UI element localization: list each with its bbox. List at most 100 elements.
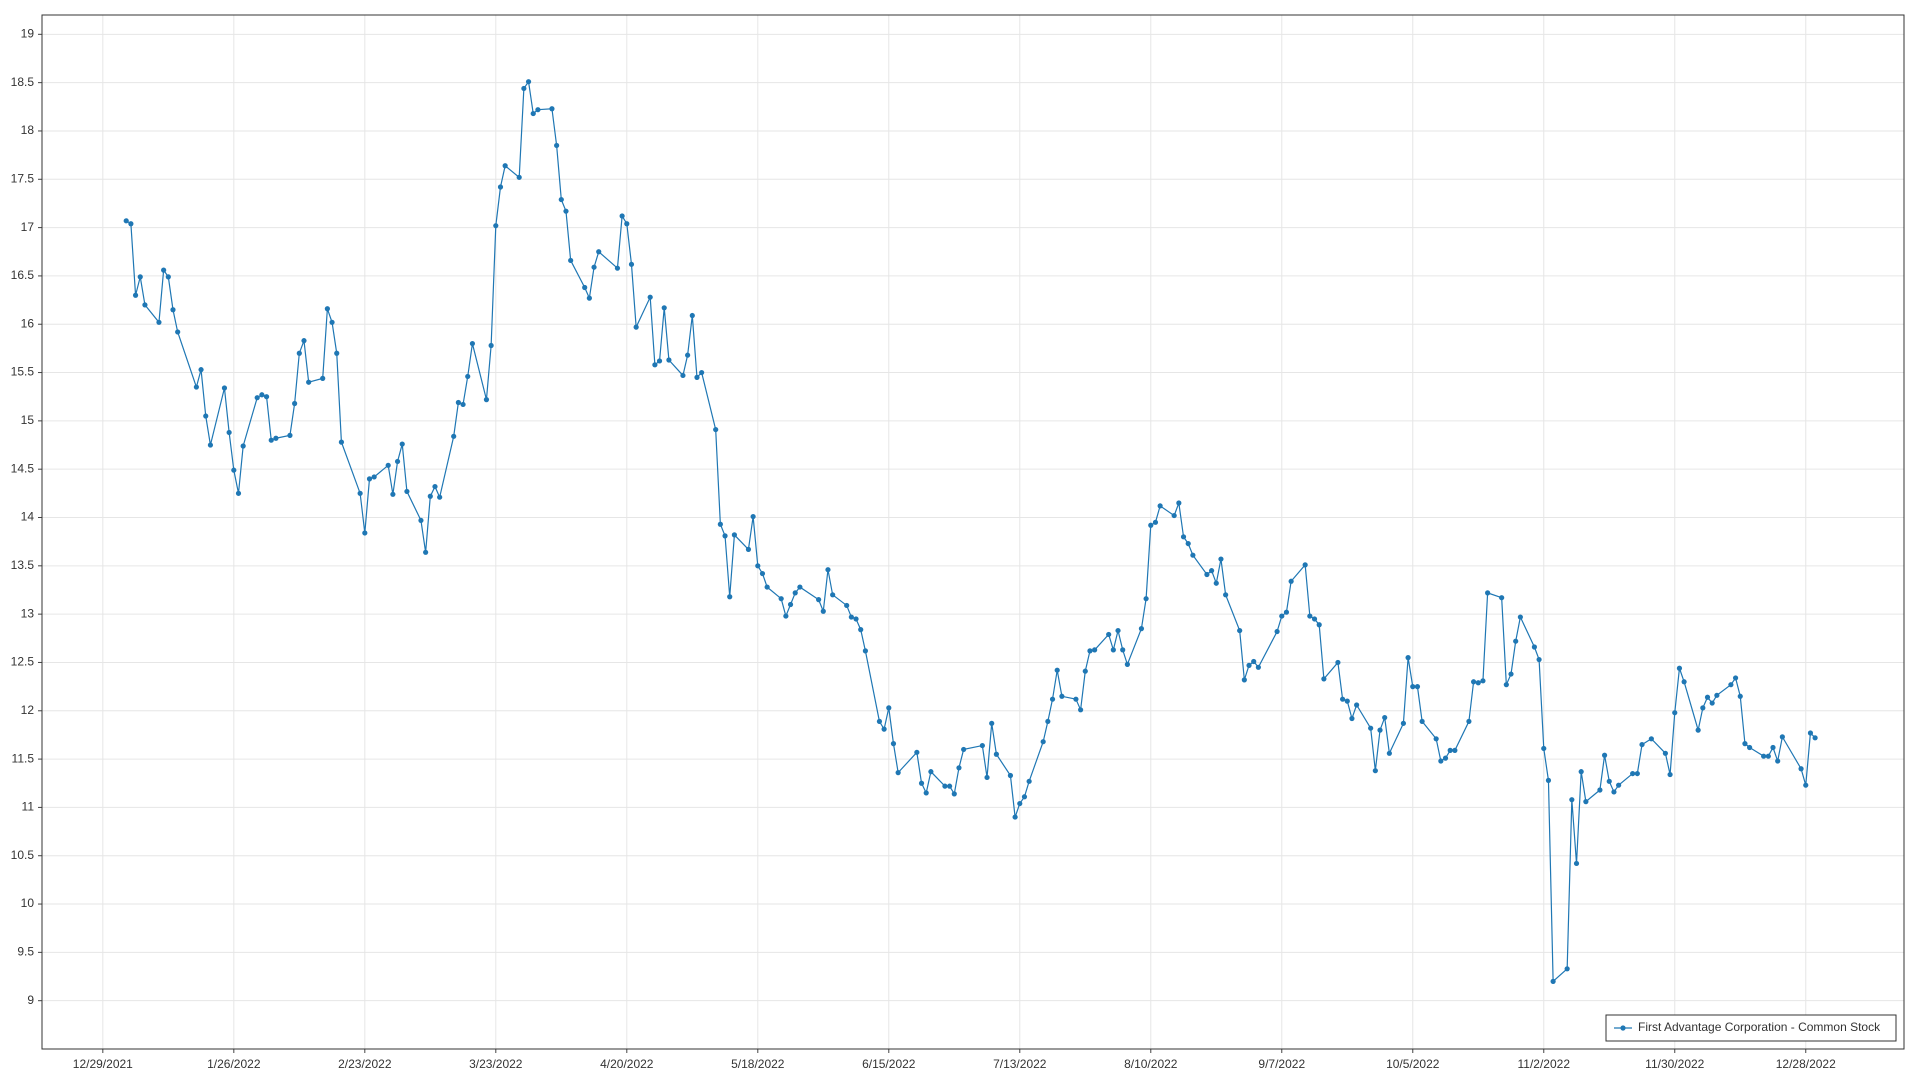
point: [521, 85, 527, 92]
point: [1246, 662, 1252, 668]
point: [1410, 684, 1416, 690]
point: [226, 429, 232, 436]
point: [1466, 718, 1472, 725]
point: [1307, 613, 1313, 619]
point: [137, 274, 143, 280]
point: [1761, 753, 1767, 759]
y-tick-label: 10.5: [11, 848, 35, 862]
point: [221, 385, 228, 391]
point: [1765, 753, 1771, 759]
point: [1110, 647, 1116, 653]
point: [614, 265, 621, 271]
y-tick-label: 16.5: [11, 268, 35, 282]
point: [1807, 730, 1814, 736]
point: [390, 491, 396, 497]
point: [1442, 755, 1449, 761]
x-tick-label: 1/26/2022: [207, 1057, 261, 1071]
point: [1812, 735, 1818, 741]
point: [1414, 684, 1421, 690]
point: [586, 295, 592, 301]
point: [362, 530, 368, 536]
legend-box: [1605, 1014, 1897, 1042]
point: [619, 213, 625, 219]
point: [1578, 769, 1584, 775]
point: [1148, 522, 1154, 528]
point: [1115, 627, 1121, 634]
point: [1152, 519, 1159, 525]
point: [1274, 628, 1280, 635]
point: [993, 751, 999, 757]
point: [399, 441, 405, 447]
point: [1601, 752, 1608, 758]
point: [1335, 659, 1341, 666]
point: [1405, 655, 1411, 661]
point: [816, 597, 822, 603]
point: [1059, 693, 1065, 699]
point: [1120, 647, 1126, 653]
point: [1017, 800, 1023, 807]
point: [1321, 676, 1327, 682]
point: [1040, 739, 1046, 745]
point: [1531, 644, 1538, 650]
x-tick-label: 2/23/2022: [338, 1057, 392, 1071]
point: [1279, 613, 1285, 619]
point: [764, 584, 770, 590]
point: [1503, 682, 1509, 688]
point: [1124, 661, 1130, 667]
point: [783, 613, 789, 619]
point: [198, 367, 204, 373]
point: [862, 648, 868, 654]
point: [516, 174, 522, 180]
point: [128, 221, 134, 227]
point: [1639, 741, 1645, 748]
point: [1438, 758, 1444, 764]
point: [633, 324, 639, 330]
point: [1737, 693, 1743, 699]
y-tick-label: 18: [21, 123, 35, 137]
point: [1213, 580, 1219, 586]
point: [1386, 750, 1392, 756]
point: [848, 614, 854, 620]
point: [1241, 677, 1247, 683]
point: [876, 718, 883, 725]
x-tick-label: 7/13/2022: [993, 1057, 1047, 1071]
y-tick-label: 14: [21, 510, 35, 524]
point: [661, 305, 667, 311]
point: [394, 458, 401, 465]
x-tick-label: 12/28/2022: [1776, 1057, 1836, 1071]
point: [1742, 741, 1748, 747]
point: [1382, 714, 1388, 721]
point: [886, 705, 892, 711]
point: [334, 350, 340, 356]
legend-swatch-dot: [1620, 1025, 1626, 1031]
point: [123, 218, 129, 224]
point: [984, 774, 990, 781]
x-tick-label: 4/20/2022: [600, 1057, 654, 1071]
point: [731, 532, 738, 538]
point: [465, 373, 471, 380]
point: [1541, 745, 1547, 752]
point: [371, 474, 377, 480]
point: [1372, 768, 1378, 774]
point: [1732, 675, 1739, 681]
point: [1180, 534, 1187, 540]
x-tick-label: 9/7/2022: [1258, 1057, 1305, 1071]
point: [1475, 680, 1481, 686]
point: [1611, 789, 1617, 795]
plot-frame: [41, 14, 1905, 1050]
point: [1452, 747, 1458, 753]
point: [320, 375, 326, 381]
point: [1728, 682, 1734, 688]
point: [132, 292, 139, 298]
point: [1634, 770, 1640, 777]
point: [1709, 700, 1715, 706]
point: [1190, 552, 1196, 558]
y-tick-label: 18.5: [11, 75, 35, 89]
point: [1775, 758, 1781, 764]
point: [582, 284, 588, 291]
point: [778, 596, 784, 602]
point: [825, 567, 831, 573]
y-tick-label: 11.5: [12, 751, 35, 765]
point: [1508, 671, 1514, 677]
